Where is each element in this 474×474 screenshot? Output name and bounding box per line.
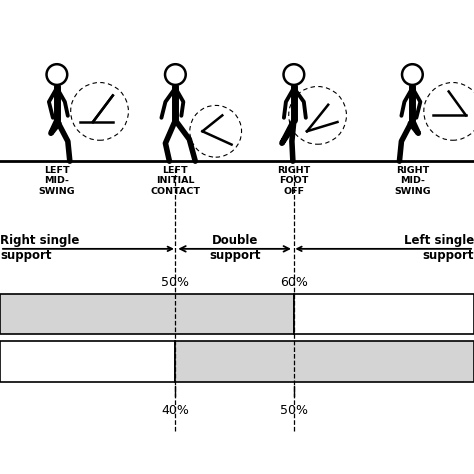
Circle shape [71,82,128,140]
Text: 40%: 40% [162,403,189,417]
Text: RIGHT
FOOT
OFF: RIGHT FOOT OFF [277,166,310,196]
Circle shape [402,64,423,85]
Text: Right single
support: Right single support [0,234,79,262]
Text: 50%: 50% [161,275,190,289]
Bar [294,294,474,334]
Text: LEFT
INITIAL
CONTACT: LEFT INITIAL CONTACT [150,166,201,196]
Text: Left Stance Ph: Left Stance Ph [276,355,373,368]
Text: Left single
support: Left single support [404,234,474,262]
Text: Left Swing Phase: Left Swing Phase [30,355,145,368]
Text: LEFT
MID-
SWING: LEFT MID- SWING [38,166,75,196]
Bar [0,294,294,334]
Text: Double
support: Double support [209,234,260,262]
Circle shape [289,87,346,144]
Circle shape [46,64,67,85]
Text: Right Stance Phase: Right Stance Phase [82,308,211,320]
Text: 60%: 60% [280,275,308,289]
Text: RIGHT
MID-
SWING: RIGHT MID- SWING [394,166,431,196]
Text: Right Swing Ph: Right Swing Ph [334,308,434,320]
Circle shape [165,64,186,85]
Bar [0,341,175,382]
Circle shape [283,64,304,85]
Circle shape [190,105,242,157]
Text: 50%: 50% [280,403,308,417]
Bar [175,341,474,382]
Circle shape [424,82,474,140]
